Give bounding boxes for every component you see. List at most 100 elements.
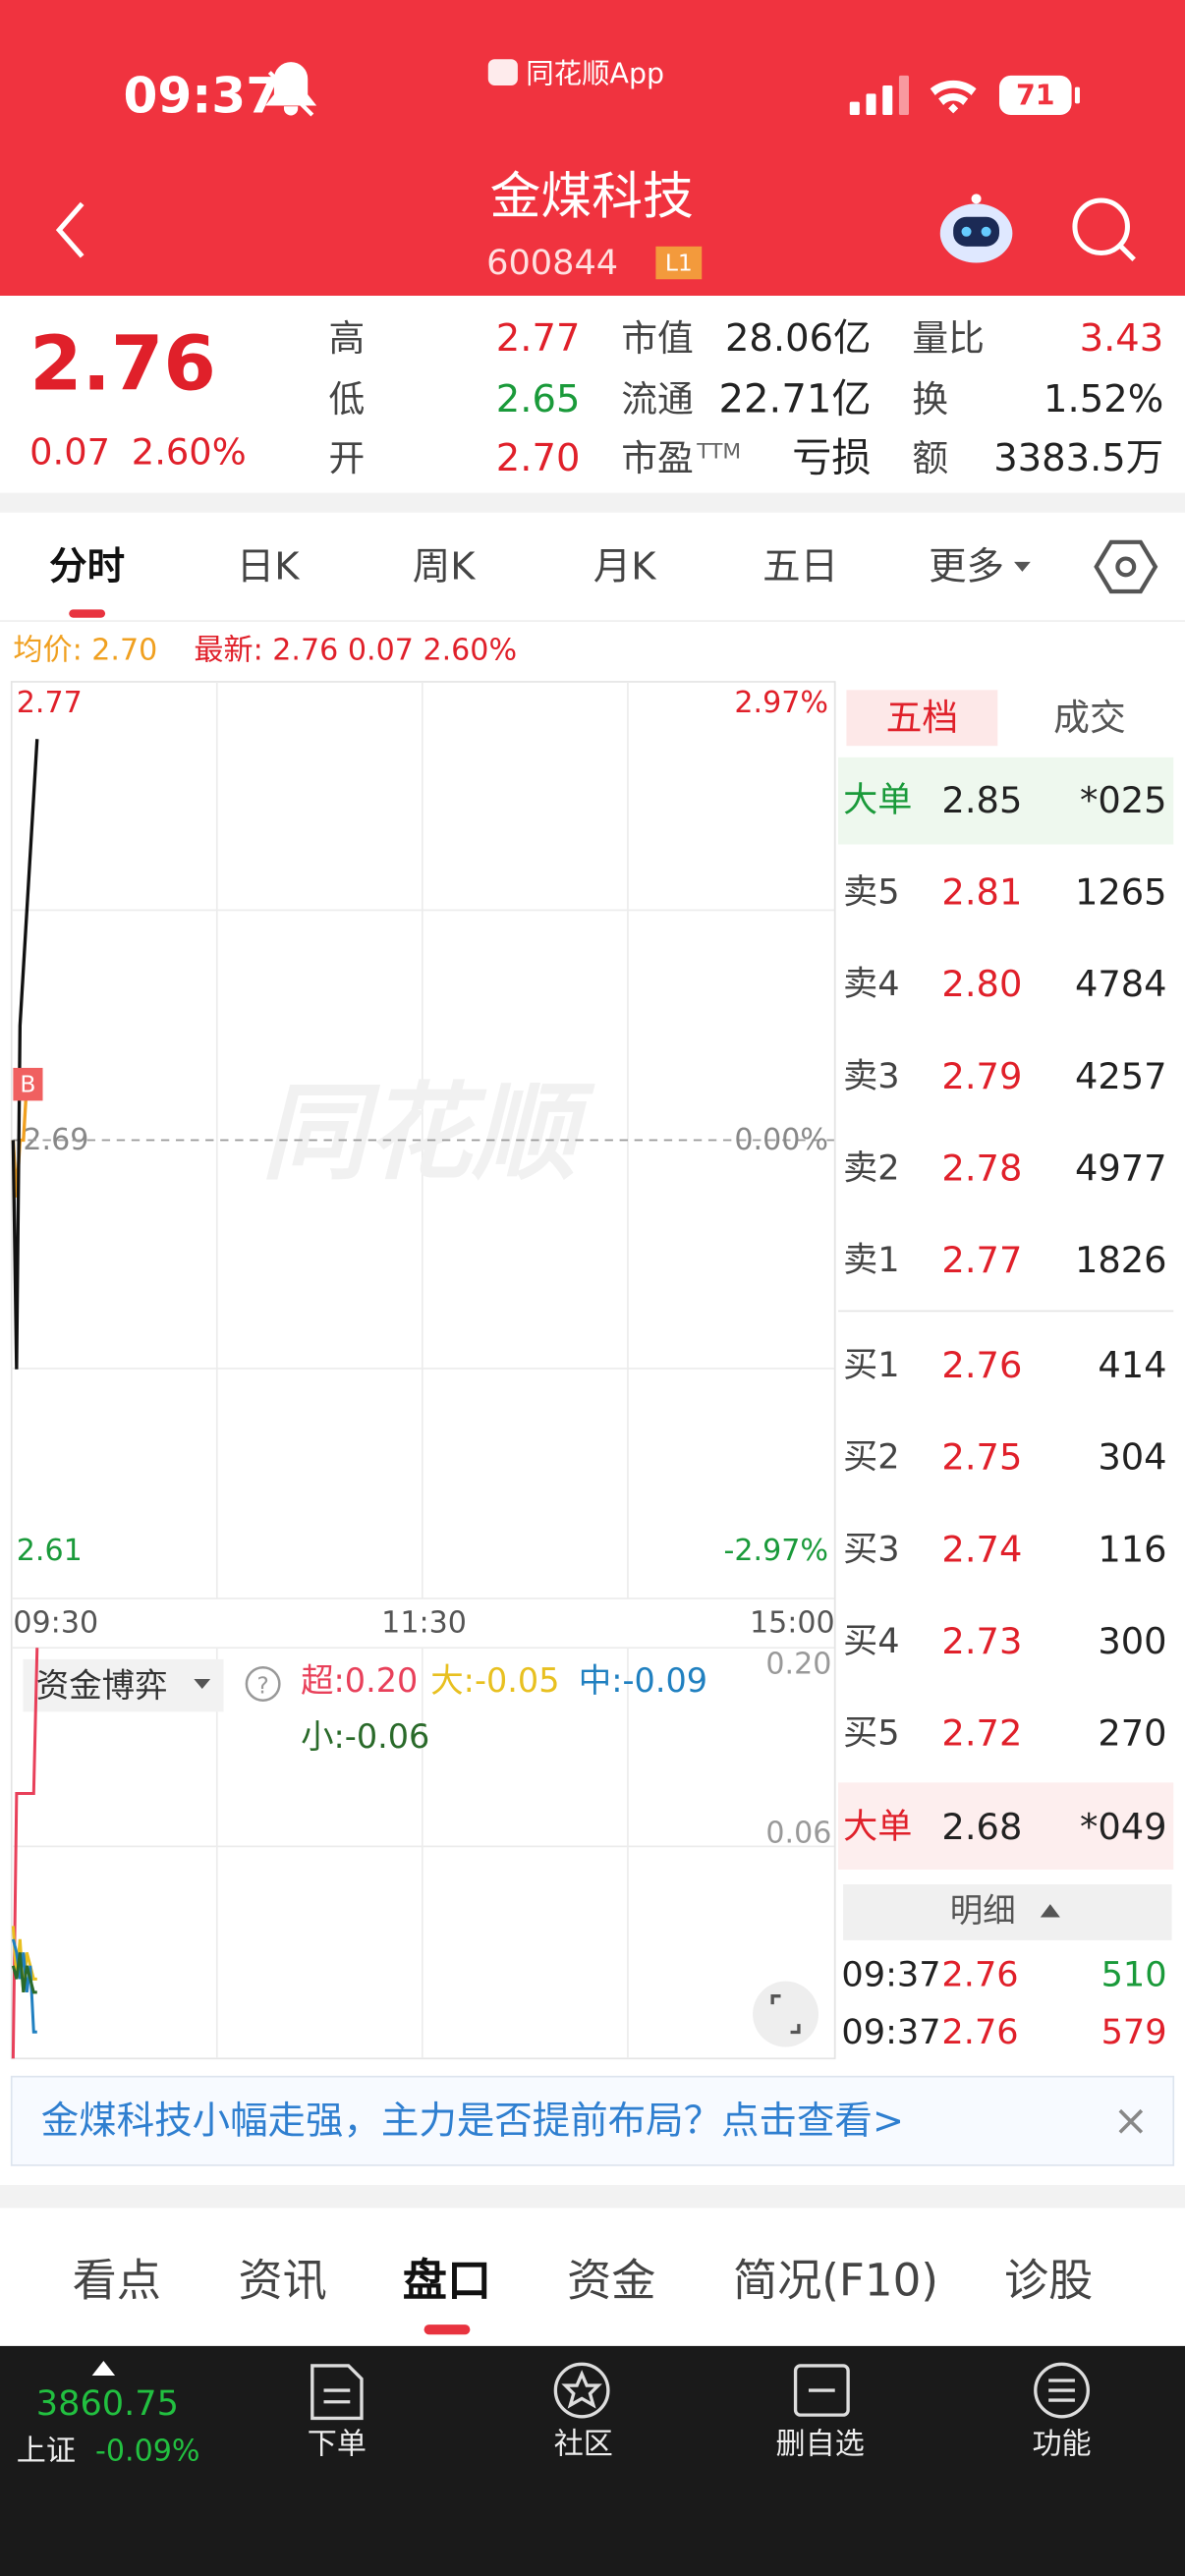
tab-active-bg [846, 690, 998, 747]
settings-icon[interactable] [1094, 539, 1158, 594]
battery: 71 [1016, 79, 1055, 111]
book-price: 2.79 [941, 1055, 1022, 1097]
book-label: 大单 [843, 780, 912, 820]
banner-text[interactable]: 金煤科技小幅走强，主力是否提前布局？点击查看> [41, 2099, 904, 2143]
section-tab[interactable]: 简况(F10) [733, 2255, 938, 2307]
nav-item[interactable]: 删自选 [776, 2428, 865, 2462]
book-label: 卖5 [843, 872, 899, 913]
book-volume: 1265 [1075, 871, 1167, 914]
stat-label: 市值 [621, 317, 694, 360]
big-buy-bg [838, 1782, 1174, 1870]
chart-tab[interactable]: 周K [413, 544, 477, 588]
book-label: 卖1 [843, 1240, 899, 1280]
index-name: 上证 [17, 2434, 76, 2468]
index-change: -0.09% [95, 2434, 199, 2468]
separator [0, 492, 1185, 513]
level-badge [655, 246, 703, 280]
section-tab[interactable]: 看点 [73, 2255, 161, 2307]
book-tab[interactable]: 成交 [1053, 697, 1126, 739]
robot-icon[interactable] [939, 194, 1013, 263]
y-tick-label: 0.06 [765, 1817, 831, 1851]
book-price: 2.80 [941, 963, 1022, 1005]
dropdown-arrow [194, 1678, 211, 1690]
app-name: 同花顺App [526, 58, 664, 90]
stat-value: 2.77 [496, 316, 581, 361]
x-tick-label: 11:30 [381, 1606, 467, 1641]
chart-tab[interactable]: 五日 [762, 544, 838, 588]
fund-selector[interactable]: 资金博弈 [36, 1666, 168, 1705]
level: L1 [665, 250, 693, 277]
book-tab[interactable]: 五档 [886, 697, 959, 739]
chart-tab[interactable]: 月K [593, 544, 657, 588]
book-price: 2.73 [941, 1620, 1022, 1662]
trade-marker-bg [13, 1067, 43, 1101]
chart-tab[interactable]: 更多 [929, 544, 1004, 588]
chart-tab[interactable]: 分时 [49, 544, 125, 588]
trade-volume: 510 [1101, 1954, 1167, 1994]
stat-value: 22.71亿 [718, 376, 871, 421]
legend-entry: 超:0.20 [301, 1661, 418, 1700]
stock-code: 600844 [486, 243, 618, 283]
detail-label[interactable]: 明细 [950, 1891, 1016, 1930]
nav-item[interactable]: 社区 [554, 2428, 613, 2462]
book-volume: 4977 [1075, 1147, 1167, 1189]
help-glyph: ? [256, 1672, 268, 1700]
change-pct: 2.60% [132, 430, 247, 473]
x-tick-label: 09:30 [13, 1606, 98, 1641]
section-tab[interactable]: 盘口 [403, 2255, 491, 2307]
stat-value: 2.70 [496, 436, 581, 480]
stock-name: 金煤科技 [489, 168, 693, 227]
book-label: 卖2 [843, 1148, 899, 1188]
book-label: 买2 [843, 1437, 899, 1478]
book-volume: 116 [1098, 1528, 1166, 1570]
help-icon[interactable] [245, 1666, 281, 1702]
expand-button[interactable] [753, 1981, 818, 2047]
big-sell-bg [838, 756, 1174, 845]
chart-tab[interactable]: 日K [237, 544, 301, 588]
legend-entry: 中:-0.09 [579, 1661, 707, 1700]
banner-close[interactable]: × [1113, 2097, 1149, 2146]
section-tab[interactable]: 资讯 [239, 2255, 327, 2307]
y-tick-label: 0.20 [765, 1647, 831, 1681]
book-price: 2.78 [941, 1147, 1022, 1189]
section-tab[interactable]: 资金 [567, 2255, 655, 2307]
watermark: 同花顺 [261, 1073, 595, 1195]
section-tab[interactable]: 诊股 [1004, 2255, 1093, 2307]
back-button[interactable] [55, 201, 85, 258]
price: 2.76 [29, 321, 216, 409]
book-volume: 300 [1098, 1620, 1166, 1662]
book-volume: 270 [1098, 1712, 1166, 1755]
expand-icon [770, 1994, 801, 2035]
x-tick-label: 15:00 [750, 1606, 835, 1641]
y2-tick-label: -2.97% [724, 1534, 828, 1568]
trade-time: 09:37 [841, 2012, 940, 2052]
book-price: 2.76 [941, 1344, 1022, 1386]
trade-volume: 579 [1101, 2012, 1167, 2052]
nav-item[interactable]: 功能 [1032, 2428, 1091, 2462]
stat-label: 量比 [912, 317, 985, 360]
time: 09:37 [123, 66, 280, 124]
book-label: 买3 [843, 1529, 899, 1569]
search-icon[interactable] [1072, 197, 1136, 261]
stat-label: 额 [912, 437, 948, 479]
fund-selector-bg[interactable] [23, 1658, 224, 1712]
sort-arrow [1040, 1904, 1060, 1918]
y2-tick-label: 2.97% [734, 686, 828, 720]
y-tick-label: 2.77 [17, 686, 83, 720]
status-icons [264, 59, 1080, 117]
stat-label: 开 [329, 437, 366, 479]
book-volume: 4784 [1075, 963, 1167, 1005]
stat-label: 流通 [621, 378, 694, 420]
tab-underline [69, 609, 106, 618]
nav-item[interactable]: 下单 [308, 2428, 367, 2462]
banner-bg[interactable] [10, 2075, 1175, 2166]
nav-icons [310, 2362, 1090, 2421]
stat-value: 28.06亿 [725, 316, 872, 361]
stat-label: 低 [329, 378, 366, 420]
book-label: 买1 [843, 1345, 899, 1385]
book-price: 2.74 [941, 1528, 1022, 1570]
book-volume: 304 [1098, 1436, 1166, 1479]
change: 0.07 [29, 430, 110, 473]
